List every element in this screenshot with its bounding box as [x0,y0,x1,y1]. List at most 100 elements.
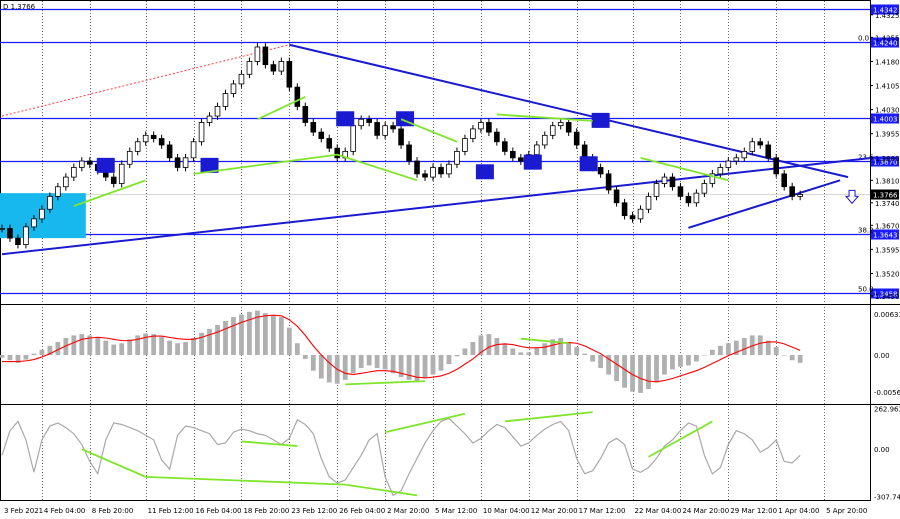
price-axis-labels: 1.4325 1.4255 1.4180 1.4105 1.4030 1.3955 1.38… [870,12,900,301]
macd-bar [733,340,739,355]
candle-body [182,157,189,168]
cci-tick-label: -307.7435 [874,494,900,502]
macd-bar [127,339,133,355]
candle-body [230,83,237,94]
macd-bar [494,338,500,355]
time-tick-label: 1 Apr 04:00 [778,507,819,515]
macd-bar [358,355,364,369]
macd-bar [191,338,196,355]
price-tag [871,113,899,124]
candle-body [222,93,229,107]
candle-body [685,195,692,204]
time-tick-label: 2 Mar 20:00 [387,507,429,515]
macd-bar [0,355,5,358]
candle-body [142,134,149,143]
macd-bar [255,310,260,355]
macd-bar [526,352,532,355]
price-tag-label: 1.4003 [873,116,898,124]
candle-body [23,226,29,245]
candle-body [454,150,460,165]
candle-body [518,157,524,162]
candle-body [358,118,364,127]
price-tick-label: 1.3670 [875,222,900,230]
candle-body [709,173,716,184]
macd-divergence-line [345,380,426,386]
marker-box [475,164,494,180]
candle-body [645,195,652,210]
macd-bar [558,338,564,355]
macd-bar [542,343,548,355]
candle-body [294,86,301,107]
price-tick-label: 1.4255 [875,34,900,42]
macd-bar [199,332,204,355]
macd-bar [574,347,580,355]
candle-body [446,163,452,175]
price-divergence-line [336,153,418,182]
macd-bar [590,355,596,362]
macd-bar [678,355,683,367]
candle-body [541,134,548,146]
candle-body [0,228,5,230]
cci-divergence-line [81,448,147,478]
price-candles [0,43,803,249]
macd-bar [789,355,795,361]
candle-body [382,125,388,136]
macd-bar [7,355,13,361]
marker-box [523,154,542,170]
cci-divergence-line [145,475,346,486]
price-divergence-line [73,179,146,207]
macd-bar [390,355,396,374]
price-tag-label: 1.4342 [873,7,898,15]
macd-bar [757,335,763,355]
macd-bar [95,337,101,355]
candle-body [134,141,141,152]
macd-bar [47,345,53,355]
price-tick-label: 1.3520 [875,270,900,278]
fib-level-label: 0.0 [858,35,869,43]
candle-body [366,118,372,123]
candle-body [422,173,428,178]
candle-body [486,122,492,133]
time-axis-labels: 3 Feb 2021 4 Feb 04:00 8 Feb 20:00 11 Feb 1… [4,507,867,515]
fib-level-label: 50.0 [858,286,874,294]
macd-bar [518,352,524,355]
macd-bar [39,349,45,355]
candle-body [55,186,61,197]
macd-bar [765,340,771,355]
macd-bar [31,353,37,355]
macd-bar [462,348,468,355]
candle-body [701,183,708,194]
macd-bar [270,315,276,355]
candle-body [677,186,684,197]
macd-bar [318,355,324,379]
price-divergence-line [257,95,306,121]
macd-bar [566,341,572,355]
candle-body [350,125,356,152]
candle-body [797,194,803,197]
candle-body [629,215,636,220]
macd-bar [143,333,149,355]
candle-body [326,138,333,149]
candle-body [238,73,245,85]
macd-bar [406,355,412,380]
macd-bar [159,336,165,355]
candle-body [653,183,660,197]
macd-bar [231,317,236,355]
time-tick-label: 3 Feb 2021 [4,507,43,515]
macd-bar [470,341,476,355]
candle-body [494,131,500,143]
macd-signal-line [2,314,801,383]
macd-bar [654,355,659,383]
macd-bar [111,344,117,355]
candle-body [110,176,117,184]
marker-box [200,157,219,173]
current-price-tag [871,189,899,200]
candle-body [214,106,221,117]
marker-box [579,156,598,172]
macd-bar [294,343,300,355]
macd-bar [302,355,308,359]
cci-divergence-line [384,412,466,434]
cci-tick-label: 0.00 [874,446,890,454]
candle-body [757,141,764,146]
